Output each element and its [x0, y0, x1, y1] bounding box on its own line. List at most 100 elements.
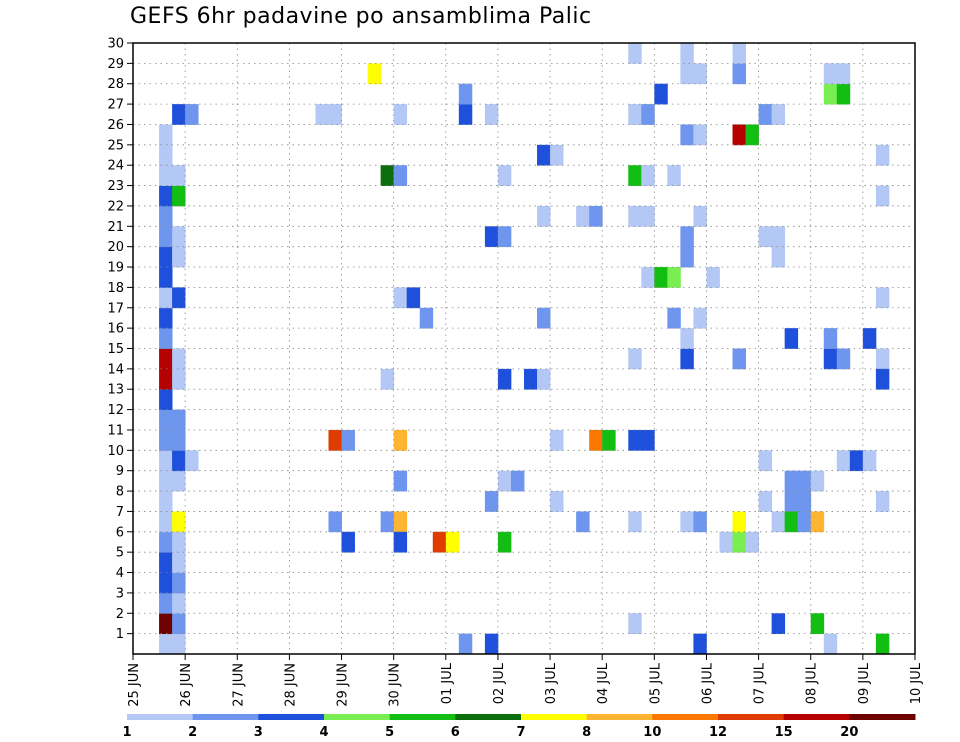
heatmap-cell: [172, 450, 186, 472]
heatmap-cell: [484, 633, 499, 655]
heatmap-cell: [172, 246, 186, 268]
heatmap-cell: [654, 83, 668, 105]
x-tick-label: 26 JUN: [179, 663, 194, 707]
heatmap-cell: [159, 429, 173, 451]
heatmap-cell: [628, 429, 642, 451]
y-tick-label: 9: [116, 464, 124, 479]
heatmap-cell: [159, 409, 173, 431]
heatmap-cell: [172, 572, 186, 594]
heatmap-cell: [576, 205, 590, 227]
heatmap-cell: [159, 592, 173, 614]
heatmap-cell: [172, 592, 186, 614]
heatmap-cell: [172, 531, 186, 553]
heatmap-cell: [849, 450, 864, 472]
heatmap-cell: [185, 104, 199, 125]
heatmap-cell: [172, 511, 186, 533]
heatmap-cell: [810, 511, 825, 533]
y-tick-label: 28: [107, 77, 124, 92]
heatmap-cell: [172, 287, 186, 309]
colorbar-label: 12: [709, 725, 727, 740]
y-tick-label: 30: [107, 37, 124, 52]
y-tick-label: 7: [116, 505, 124, 520]
x-tick-label: 28 JUN: [283, 663, 298, 707]
heatmap-cell: [862, 328, 877, 349]
heatmap-cell: [367, 63, 382, 85]
heatmap-cell: [159, 531, 173, 553]
heatmap-cell: [745, 531, 759, 553]
heatmap-cell: [159, 205, 173, 227]
y-tick-label: 3: [116, 586, 124, 601]
colorbar-label: 8: [582, 725, 591, 740]
heatmap-cell: [680, 43, 694, 64]
heatmap-cell: [537, 368, 551, 390]
heatmap-cell: [732, 43, 746, 64]
heatmap-cell: [458, 104, 473, 125]
x-tick-label: 01 JUL: [440, 662, 455, 704]
heatmap-cell: [784, 511, 799, 533]
x-tick-label: 25 JUN: [127, 663, 142, 707]
heatmap-cell: [159, 511, 173, 533]
heatmap-cell: [484, 104, 499, 125]
heatmap-cell: [393, 165, 408, 186]
heatmap-cell: [393, 531, 408, 553]
heatmap-cell: [537, 307, 551, 329]
x-tick-label: 06 JUL: [701, 662, 716, 704]
x-tick-label: 05 JUL: [648, 662, 663, 704]
y-tick-label: 2: [116, 607, 124, 622]
heatmap-cell: [159, 185, 173, 207]
colorbar-label: 6: [451, 725, 460, 740]
heatmap-cell: [159, 633, 173, 655]
y-tick-label: 26: [107, 118, 124, 133]
heatmap-cell: [445, 531, 460, 553]
heatmap-cell: [393, 104, 408, 125]
colorbar-swatch: [849, 714, 916, 720]
heatmap-cell: [328, 104, 342, 125]
y-tick-label: 4: [116, 566, 124, 581]
heatmap-cell: [497, 226, 512, 248]
y-tick-label: 23: [107, 179, 124, 194]
heatmap-cell: [628, 104, 642, 125]
heatmap-cell: [172, 185, 186, 207]
colorbar-swatch: [652, 714, 719, 720]
heatmap-cell: [497, 470, 512, 492]
heatmap-cell: [784, 328, 799, 349]
heatmap-cell: [823, 63, 838, 85]
colorbar-label: 5: [385, 725, 394, 740]
heatmap-cell: [680, 328, 694, 349]
heatmap-cell: [875, 368, 890, 390]
heatmap-cell: [497, 531, 512, 553]
heatmap-cell: [823, 83, 838, 105]
heatmap-cell: [680, 348, 694, 370]
heatmap-cell: [654, 267, 668, 288]
heatmap-cell: [550, 491, 564, 512]
heatmap-cell: [693, 307, 707, 329]
heatmap-cell: [159, 144, 173, 166]
heatmap-cell: [836, 450, 851, 472]
heatmap-cell: [836, 63, 851, 85]
heatmap-cell: [732, 531, 746, 553]
heatmap-cell: [589, 429, 603, 451]
heatmap-cell: [159, 246, 173, 268]
x-tick-label: 10 JUL: [909, 662, 924, 704]
heatmap-cell: [641, 267, 655, 288]
heatmap-cell: [159, 470, 173, 492]
heatmap-cell: [328, 511, 342, 533]
heatmap-cell: [628, 43, 642, 64]
heatmap-cell: [875, 144, 890, 166]
heatmap-cell: [393, 287, 408, 309]
heatmap-cell: [159, 328, 173, 349]
heatmap-cell: [628, 165, 642, 186]
heatmap-cell: [576, 511, 590, 533]
y-tick-label: 19: [107, 261, 124, 276]
heatmap-cell: [172, 226, 186, 248]
heatmap-cell: [771, 246, 786, 268]
colorbar-swatch: [258, 714, 325, 720]
x-tick-label: 04 JUL: [596, 662, 611, 704]
heatmap-cell: [419, 307, 434, 329]
heatmap-cell: [628, 205, 642, 227]
x-tick-label: 09 JUL: [857, 662, 872, 704]
colorbar-label: 4: [319, 725, 328, 740]
heatmap-cell: [823, 348, 838, 370]
y-tick-label: 10: [107, 444, 124, 459]
